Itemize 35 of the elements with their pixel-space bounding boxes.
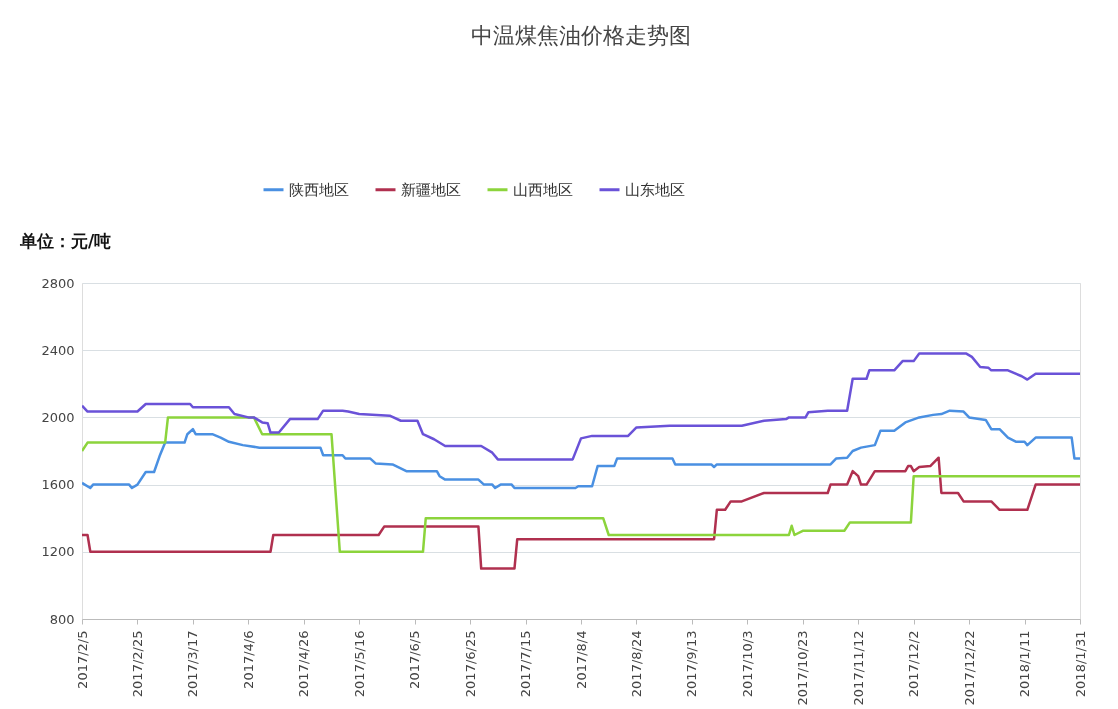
x-tick-label: 2017/6/25 (462, 630, 478, 698)
y-tick-label: 800 (49, 611, 75, 627)
x-tick-label: 2017/8/24 (628, 630, 644, 698)
y-tick-label: 2800 (41, 275, 75, 291)
x-tick-label: 2017/9/13 (684, 630, 700, 698)
x-tick-label: 2017/10/3 (739, 630, 755, 698)
legend-label: 陕西地区 (289, 180, 349, 199)
x-tick-label: 2017/11/12 (850, 630, 866, 706)
x-tick-label: 2017/12/22 (961, 630, 977, 706)
x-tick-label: 2017/3/17 (185, 630, 201, 698)
text: 单位：元/吨 (19, 231, 112, 251)
x-tick-label: 2018/1/31 (1072, 630, 1088, 698)
x-tick-label: 2017/4/6 (240, 630, 256, 689)
x-tick-label: 2017/7/15 (518, 630, 534, 698)
line-series (82, 416, 1080, 554)
line-series (82, 456, 1080, 570)
x-tick-label: 2017/4/26 (296, 630, 312, 698)
y-tick-label: 2000 (41, 409, 75, 425)
x-tick-label: 2017/6/5 (407, 630, 423, 689)
x-tick-label: 2018/1/11 (1017, 630, 1033, 698)
x-tick-label: 2017/5/16 (351, 630, 367, 698)
x-tick-label: 2017/2/25 (129, 630, 145, 698)
x-tick-label: 2017/10/23 (795, 630, 811, 706)
y-tick-label: 1200 (41, 544, 75, 560)
line-series (82, 352, 1080, 461)
legend-label: 新疆地区 (401, 180, 461, 199)
y-tick-label: 1600 (41, 477, 75, 493)
y-tick-label: 2400 (41, 342, 75, 358)
legend-label: 山西地区 (513, 180, 573, 199)
legend-label: 山东地区 (625, 180, 685, 199)
x-tick-label: 2017/2/5 (74, 630, 90, 689)
x-tick-label: 2017/12/2 (906, 630, 922, 698)
x-tick-label: 2017/8/4 (573, 630, 589, 689)
chart-title: 中温煤焦油价格走势图 (471, 23, 691, 48)
line-series (82, 409, 1080, 490)
